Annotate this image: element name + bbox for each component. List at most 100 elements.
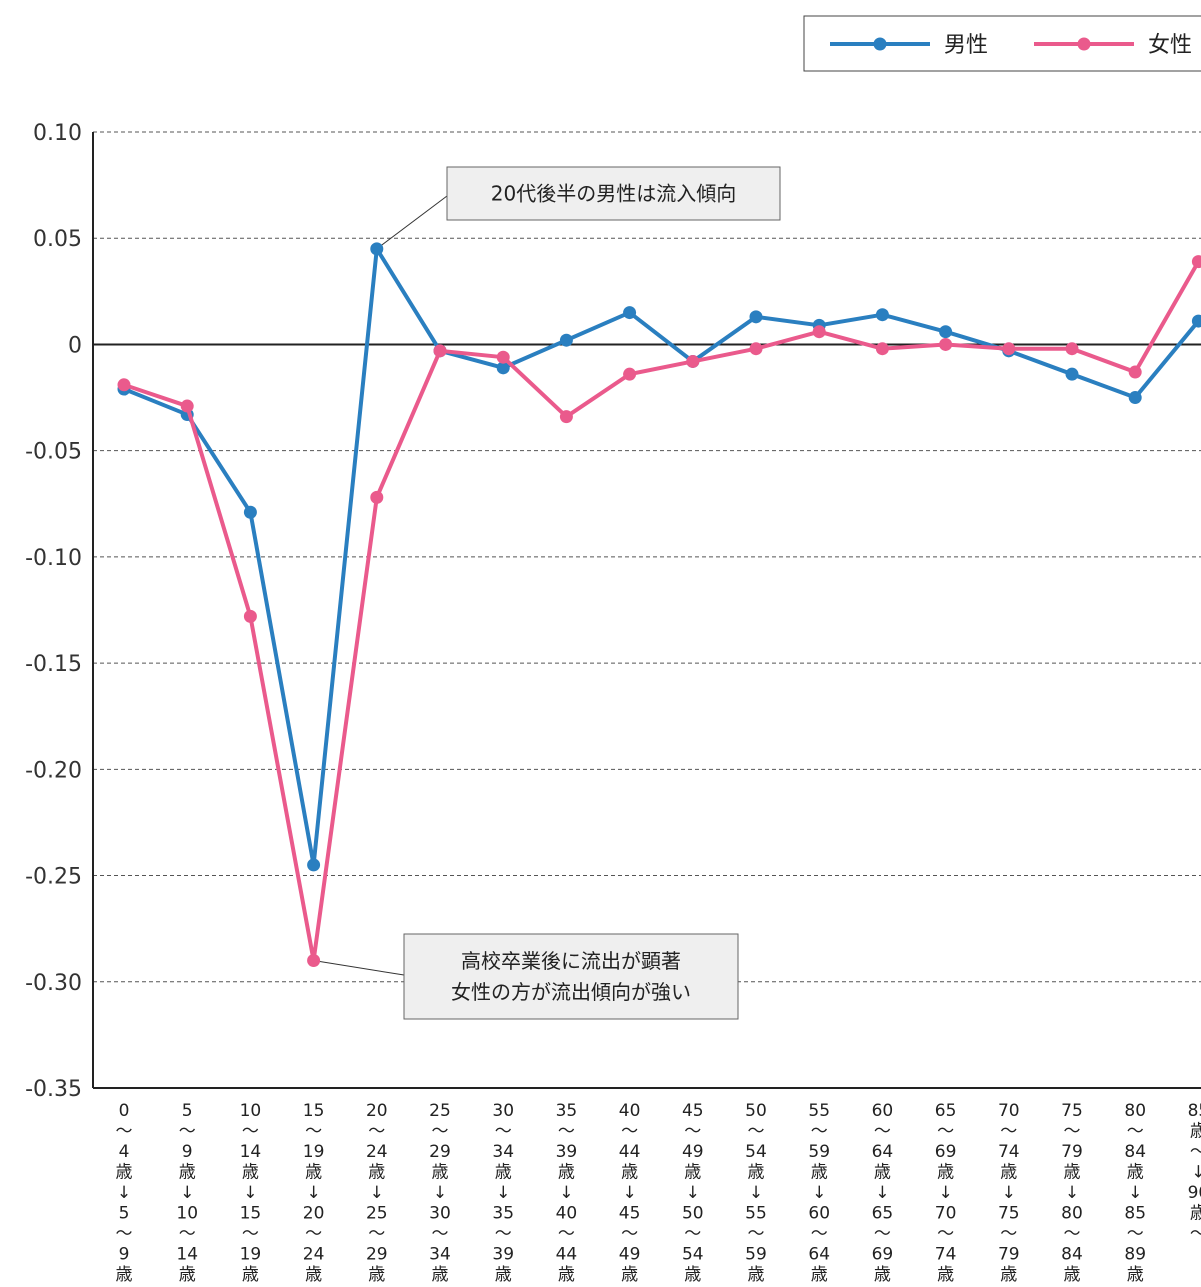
x-tick-label-part: 〜 (179, 1224, 196, 1244)
x-tick-label-part: 84 (1124, 1142, 1146, 1162)
x-tick-label-part: 〜 (242, 1122, 259, 1142)
x-tick-label-part: 34 (492, 1142, 514, 1162)
y-tick-label: -0.05 (25, 440, 82, 465)
x-tick-label-part: 85 (1124, 1204, 1146, 1224)
x-tick-label-part: 64 (872, 1142, 894, 1162)
callout-connector (313, 960, 405, 976)
x-tick-label-part: ↓ (117, 1183, 131, 1203)
x-tick-label-part: 歳 (748, 1265, 765, 1285)
x-tick-label-part: ↓ (1002, 1183, 1016, 1203)
x-tick-label-part: 歳 (242, 1265, 259, 1285)
x-axis-ticks: 0〜4歳↓5〜9歳5〜9歳↓10〜14歳10〜14歳↓15〜19歳15〜19歳↓… (116, 1101, 1201, 1285)
data-point-female (1128, 365, 1142, 379)
data-point-male (1128, 391, 1142, 405)
x-tick-label-part: 60 (808, 1204, 830, 1224)
x-tick-label-part: 70 (935, 1204, 957, 1224)
x-tick-label-part: 24 (366, 1142, 388, 1162)
x-tick-label-part: 20 (303, 1204, 325, 1224)
x-tick-label-part: 歳 (684, 1163, 701, 1183)
x-tick-label-part: 歳 (179, 1265, 196, 1285)
x-tick-label-part: 45 (619, 1204, 641, 1224)
x-tick-label-part: 45 (682, 1101, 704, 1121)
x-tick-label-part: 〜 (937, 1122, 954, 1142)
x-tick-label-part: 10 (176, 1204, 198, 1224)
x-tick-label-part: 74 (998, 1142, 1020, 1162)
x-tick-label-part: 35 (556, 1101, 578, 1121)
x-tick-label-part: 〜 (937, 1224, 954, 1244)
legend-label-female: 女性 (1148, 33, 1192, 58)
x-tick-label-part: ↓ (749, 1183, 763, 1203)
x-tick-label-part: 〜 (1000, 1122, 1017, 1142)
y-tick-label: -0.15 (25, 652, 82, 677)
y-tick-label: -0.30 (25, 971, 82, 996)
x-tick-label-part: 〜 (368, 1122, 385, 1142)
x-tick-label-part: 〜 (874, 1122, 891, 1142)
x-tick-label-part: 〜 (242, 1224, 259, 1244)
data-point-male (243, 505, 257, 519)
x-tick-label-part: 歳 (684, 1265, 701, 1285)
x-tick-label-part: 〜 (116, 1224, 133, 1244)
x-tick-label-part: 〜 (874, 1224, 891, 1244)
x-tick-label-part: 80 (1124, 1101, 1146, 1121)
x-tick-label-part: 歳 (1190, 1122, 1201, 1142)
data-point-female (1002, 342, 1016, 356)
x-tick-label-part: 84 (1061, 1245, 1083, 1265)
x-tick-label-part: 4 (119, 1142, 130, 1162)
x-tick-label-part: 〜 (811, 1224, 828, 1244)
data-point-male (1065, 367, 1079, 381)
x-tick-label-part: 39 (492, 1245, 514, 1265)
x-tick-label-part: 30 (429, 1204, 451, 1224)
x-tick-label-part: 49 (619, 1245, 641, 1265)
x-tick-label-part: 70 (998, 1101, 1020, 1121)
data-point-male (307, 858, 321, 872)
x-tick-label-part: 〜 (811, 1122, 828, 1142)
x-tick-label-part: 54 (745, 1142, 767, 1162)
series-group (117, 242, 1201, 968)
x-tick-label-part: 〜 (558, 1122, 575, 1142)
x-tick-label-part: 30 (492, 1101, 514, 1121)
x-tick-label-part: ↓ (559, 1183, 573, 1203)
x-tick-label-part: 歳 (621, 1163, 638, 1183)
x-tick-label-part: 29 (366, 1245, 388, 1265)
data-point-female (812, 325, 826, 339)
x-tick-label-part: 歳 (1190, 1204, 1201, 1224)
x-tick-label-part: 歳 (1127, 1163, 1144, 1183)
callout-text: 20代後半の男性は流入傾向 (491, 182, 736, 206)
x-tick-label-part: 59 (808, 1142, 830, 1162)
x-tick-label-part: 歳 (305, 1163, 322, 1183)
y-tick-label: -0.35 (25, 1077, 82, 1102)
data-point-female (559, 410, 573, 424)
x-tick-label-part: 歳 (116, 1265, 133, 1285)
y-tick-label: 0.10 (33, 121, 82, 146)
data-point-female (623, 367, 637, 381)
callout-connectors (313, 195, 448, 976)
x-tick-label-part: 歳 (874, 1265, 891, 1285)
x-tick-label-part: 90 (1188, 1183, 1201, 1203)
x-tick-label-part: 14 (240, 1142, 262, 1162)
legend-marker-male (873, 37, 887, 51)
x-tick-label-part: 歳 (495, 1265, 512, 1285)
x-tick-label-part: 9 (119, 1245, 130, 1265)
x-tick-label-part: 〜 (621, 1122, 638, 1142)
x-tick-label-part: 19 (240, 1245, 262, 1265)
x-tick-label-part: 9 (182, 1142, 193, 1162)
callout-text: 高校卒業後に流出が顕著 (461, 949, 681, 973)
data-point-male (749, 310, 763, 324)
data-point-male (875, 308, 889, 322)
x-tick-label-part: ↓ (812, 1183, 826, 1203)
x-tick-label-part: 75 (1061, 1101, 1083, 1121)
x-tick-label-part: 5 (182, 1101, 193, 1121)
x-tick-label-part: 79 (998, 1245, 1020, 1265)
x-tick-label-part: 歳 (937, 1265, 954, 1285)
x-tick-label-part: 60 (872, 1101, 894, 1121)
data-point-female (117, 378, 131, 392)
x-tick-label-part: 14 (176, 1245, 198, 1265)
data-point-female (1065, 342, 1079, 356)
y-tick-label: -0.25 (25, 865, 82, 890)
x-tick-label-part: 55 (808, 1101, 830, 1121)
x-tick-label-part: 〜 (1127, 1224, 1144, 1244)
x-tick-label-part: 〜 (1000, 1224, 1017, 1244)
x-tick-label-part: 15 (303, 1101, 325, 1121)
x-tick-label-part: 50 (682, 1204, 704, 1224)
